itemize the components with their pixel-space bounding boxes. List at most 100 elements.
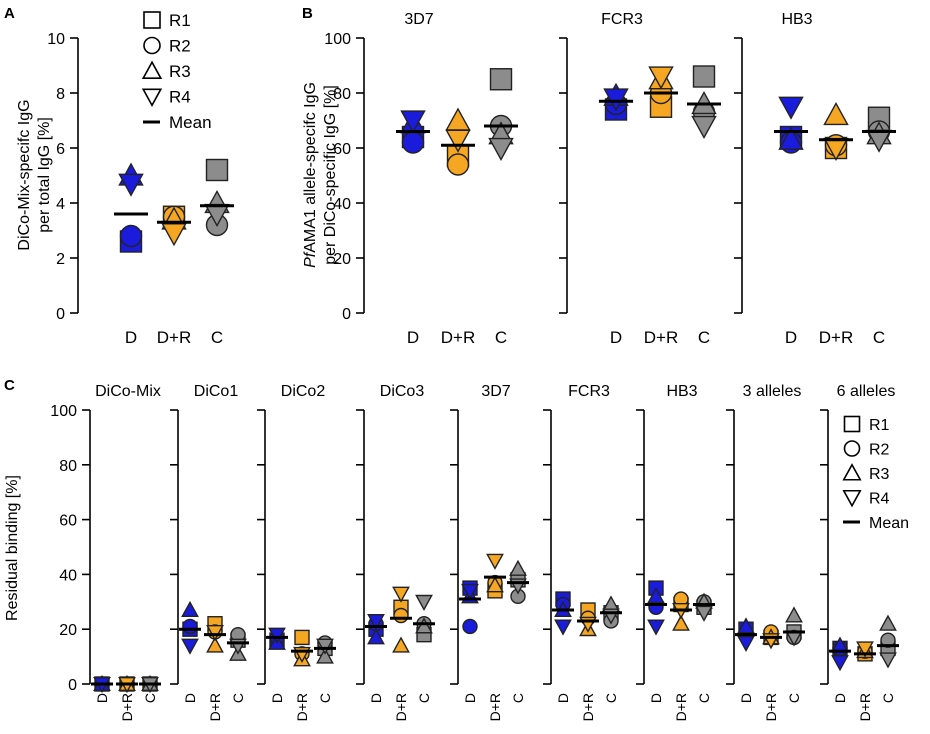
xtick-label-b-0-2: C xyxy=(495,328,507,347)
subplot-title-b-1: FCR3 xyxy=(601,11,643,28)
xtick-label-b-1-2: C xyxy=(698,328,710,347)
ytick-label-c-60: 60 xyxy=(59,513,77,530)
ytick-label-c-0: 0 xyxy=(68,677,77,694)
marker-b-0-1-r2 xyxy=(446,153,470,176)
panel-label-a: A xyxy=(4,5,15,22)
panel-b-ylabel-line2: per DiCo-specific IgG [%] xyxy=(322,85,339,265)
marker-c-1-1-r4 xyxy=(206,624,224,642)
ytick-label-a-6: 6 xyxy=(56,141,65,158)
xtick-label-b-0-1: D+R xyxy=(441,328,475,347)
pf-prefix: Pf xyxy=(302,251,319,268)
xtick-label-c-2-1: D+R xyxy=(294,693,310,721)
subplot-title-c-6: HB3 xyxy=(666,383,697,400)
marker-c-7-2-r3 xyxy=(785,606,803,623)
xtick-label-c-5-0: D xyxy=(555,693,571,703)
marker-c-3-1-r2 xyxy=(393,607,409,624)
legend-marker-c-r4 xyxy=(842,489,862,508)
marker-b-0-2-r1 xyxy=(489,68,513,91)
subplot-title-c-3: DiCo3 xyxy=(380,383,425,400)
xtick-label-c-6-1: D+R xyxy=(673,693,689,721)
marker-c-6-1-r3 xyxy=(672,614,690,631)
marker-c-3-0-r4 xyxy=(367,613,385,631)
marker-a-0-1-r4 xyxy=(161,223,187,247)
xtick-label-c-7-1: D+R xyxy=(763,693,779,721)
marker-a-0-2-r1 xyxy=(205,158,229,182)
marker-c-3-0-r3 xyxy=(367,628,385,645)
panel-label-c: C xyxy=(4,377,15,394)
ytick-label-a-10: 10 xyxy=(47,31,65,48)
legend-label-a-r3: R3 xyxy=(169,62,191,81)
subplot-title-b-0: 3D7 xyxy=(404,11,433,28)
xtick-label-c-1-1: D+R xyxy=(207,693,223,721)
legend-label-a-r2: R2 xyxy=(169,37,191,56)
marker-c-2-2-r3 xyxy=(316,647,334,664)
xtick-label-c-6-0: D xyxy=(648,693,664,703)
marker-b-1-1-r4 xyxy=(648,66,674,90)
marker-c-2-2-r4 xyxy=(316,638,334,655)
subplot-title-c-5: FCR3 xyxy=(568,383,610,400)
xtick-label-c-1-0: D xyxy=(182,693,198,703)
marker-c-6-0-r4 xyxy=(647,619,665,636)
marker-c-1-0-r4 xyxy=(181,638,199,655)
marker-c-8-2-r4 xyxy=(879,652,897,669)
marker-c-4-1-r3 xyxy=(486,576,504,593)
subplot-title-c-4: 3D7 xyxy=(481,383,510,400)
legend-label-c-r3: R3 xyxy=(869,466,890,483)
panel-a-ylabel-line1: DiCo-Mix-specifc IgG xyxy=(16,99,33,250)
marker-b-0-1-r3 xyxy=(445,107,471,131)
ytick-label-a-4: 4 xyxy=(56,196,65,213)
xtick-label-a-0-2: C xyxy=(211,328,223,347)
marker-c-2-1-r1 xyxy=(294,629,310,646)
xtick-label-b-2-2: C xyxy=(873,328,885,347)
ytick-label-b-100: 100 xyxy=(324,31,351,48)
legend-label-a-mean: Mean xyxy=(169,113,212,132)
xtick-label-a-0-1: D+R xyxy=(157,328,191,347)
ytick-label-c-20: 20 xyxy=(59,622,77,639)
marker-c-3-1-r3 xyxy=(392,636,410,653)
marker-c-3-2-r4 xyxy=(415,594,433,611)
xtick-label-c-0-2: C xyxy=(142,693,158,703)
xtick-label-a-0-0: D xyxy=(125,328,137,347)
marker-c-1-0-r3 xyxy=(181,600,199,618)
xtick-label-c-6-2: C xyxy=(696,693,712,703)
marker-b-2-1-r3 xyxy=(823,101,849,126)
subplot-title-b-2: HB3 xyxy=(781,11,812,28)
marker-a-0-0-r4 xyxy=(118,173,144,197)
xtick-label-c-8-0: D xyxy=(832,693,848,703)
marker-c-8-1-r4 xyxy=(856,641,874,658)
subplot-title-c-2: DiCo2 xyxy=(281,383,326,400)
ytick-label-a-0: 0 xyxy=(56,306,65,323)
marker-c-7-0-r3 xyxy=(737,617,755,634)
marker-b-1-0-r4 xyxy=(603,88,629,112)
marker-c-1-1-r3 xyxy=(206,636,224,653)
xtick-label-c-0-1: D+R xyxy=(119,693,135,721)
marker-c-8-2-r3 xyxy=(879,614,897,631)
xtick-label-c-3-2: C xyxy=(416,693,432,703)
marker-c-4-0-r4 xyxy=(461,583,479,600)
panel-b-ylabel-line1: PfAMA1 allele-specifc IgG xyxy=(302,82,319,268)
marker-c-7-0-r4 xyxy=(737,635,755,653)
marker-c-4-1-r4 xyxy=(486,553,504,570)
panel-b-ylabel-rest: AMA1 allele-specifc IgG xyxy=(302,82,319,253)
marker-b-0-1-r4 xyxy=(445,129,471,153)
xtick-label-b-2-0: D xyxy=(785,328,797,347)
xtick-label-b-1-0: D xyxy=(610,328,622,347)
marker-b-2-0-r3 xyxy=(778,126,804,150)
marker-c-6-0-r3 xyxy=(647,587,665,604)
marker-b-1-2-r4 xyxy=(691,115,717,140)
ytick-label-b-0: 0 xyxy=(342,306,351,323)
xtick-label-c-7-2: C xyxy=(786,693,802,703)
ytick-label-c-100: 100 xyxy=(50,403,77,420)
xtick-label-c-4-2: C xyxy=(510,693,526,703)
marker-b-0-0-r4 xyxy=(400,110,426,134)
marker-b-2-0-r4 xyxy=(778,96,804,120)
marker-c-4-0-r2 xyxy=(462,618,478,635)
xtick-label-c-2-2: C xyxy=(317,693,333,703)
xtick-label-c-4-0: D xyxy=(462,693,478,703)
xtick-label-b-2-1: D+R xyxy=(819,328,853,347)
panel-a-ylabel-line2: per total IgG [%] xyxy=(36,117,53,233)
marker-c-5-0-r4 xyxy=(554,619,572,636)
marker-c-1-0-r2 xyxy=(182,618,198,635)
legend-marker-a-r1 xyxy=(143,11,161,29)
